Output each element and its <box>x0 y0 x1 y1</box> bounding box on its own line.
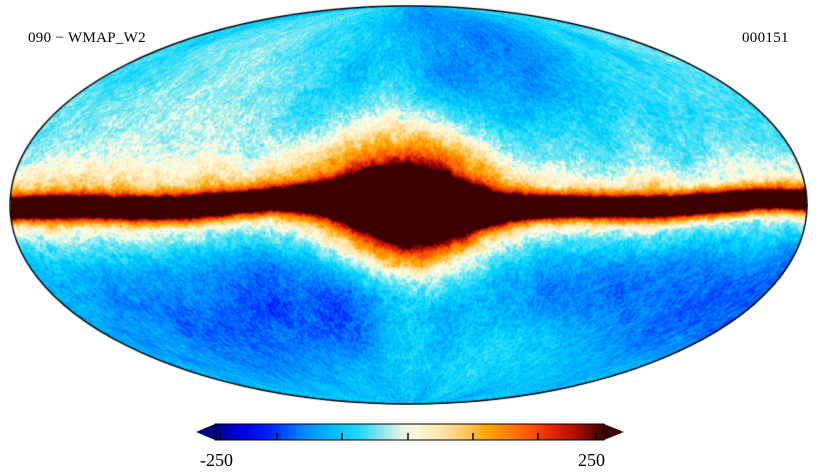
colorbar <box>190 416 630 446</box>
colorbar-min-label: -250 <box>200 450 233 470</box>
colorbar-min-arrow <box>196 424 215 440</box>
colorbar-max-label: 250 <box>578 450 605 470</box>
colorbar-max-arrow <box>604 424 624 440</box>
colorbar-border <box>214 423 605 441</box>
colorbar-ticks <box>219 433 597 440</box>
colorbar-svg <box>196 423 624 441</box>
sky-map <box>9 5 808 405</box>
mollweide-map-canvas <box>9 5 808 405</box>
colorbar-gradient <box>215 424 604 440</box>
